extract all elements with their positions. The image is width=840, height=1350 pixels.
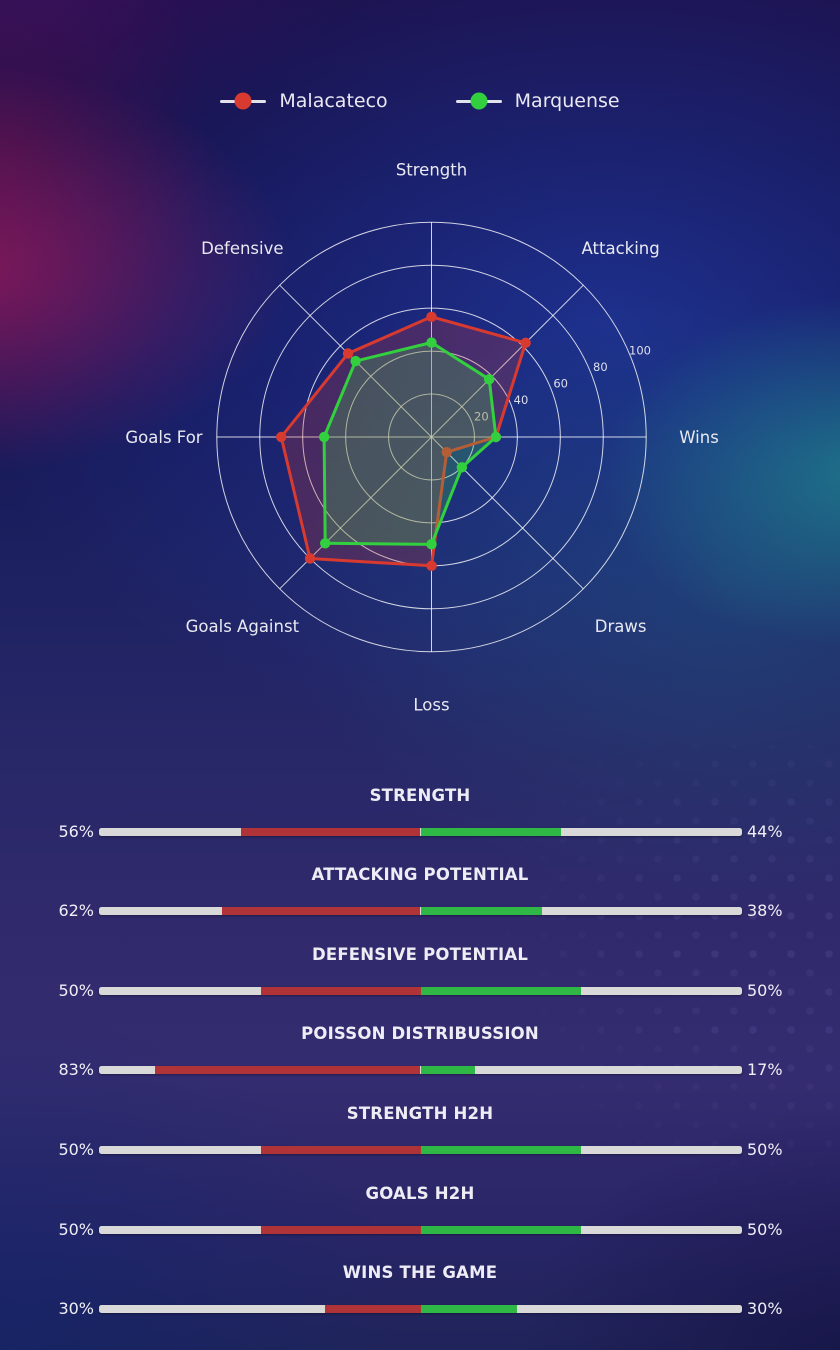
stat-right-value: 38% — [747, 901, 783, 921]
stat-right-value: 17% — [747, 1060, 783, 1080]
stat-away-segment — [420, 1145, 581, 1154]
stat-left-value: 62% — [58, 901, 94, 921]
chart-legend: Malacateco Marquense — [0, 84, 840, 118]
legend-dot-away-icon — [470, 92, 488, 110]
stat-away-segment — [420, 1305, 517, 1314]
stat-left-value: 56% — [58, 821, 94, 841]
stat-left-value: 50% — [58, 1139, 94, 1159]
stat-title: ATTACKING POTENTIAL — [311, 865, 529, 885]
radar-chart: 20 40 60 80 100 Strength Attacking Wins Draws Los… — [125, 161, 719, 715]
legend-label-away: Marquense — [514, 90, 620, 112]
svg-text:Goals For: Goals For — [125, 428, 202, 447]
stat-right-value: 50% — [747, 1219, 783, 1239]
stat-title: WINS THE GAME — [342, 1263, 498, 1283]
legend-item-away: Marquense — [455, 90, 620, 112]
svg-text:Loss: Loss — [413, 696, 449, 715]
legend-item-home: Malacateco — [220, 90, 388, 112]
stat-row: STRENGTH H2H 50% 50% — [0, 1103, 840, 1183]
stat-track — [99, 827, 742, 836]
stat-home-segment — [260, 1145, 421, 1154]
legend-line-away-icon — [455, 92, 502, 110]
svg-text:Defensive: Defensive — [201, 239, 283, 258]
svg-text:Attacking: Attacking — [582, 239, 660, 258]
stat-row: DEFENSIVE POTENTIAL 50% 50% — [0, 944, 840, 1024]
stat-row: POISSON DISTRIBUSSION 83% 17% — [0, 1023, 840, 1103]
stat-track — [99, 986, 742, 995]
stat-row: ATTACKING POTENTIAL 62% 38% — [0, 864, 840, 944]
svg-text:Strength: Strength — [396, 161, 467, 180]
stat-away-segment — [420, 986, 581, 995]
stat-track — [99, 1305, 742, 1314]
stat-home-segment — [222, 907, 421, 916]
svg-text:Goals Against: Goals Against — [186, 617, 300, 636]
stat-home-segment — [154, 1066, 421, 1075]
svg-text:40: 40 — [514, 393, 529, 407]
stat-left-value: 30% — [58, 1299, 94, 1319]
stat-title: DEFENSIVE POTENTIAL — [311, 944, 529, 964]
svg-text:Wins: Wins — [679, 428, 719, 447]
stat-title: GOALS H2H — [365, 1183, 475, 1203]
legend-label-home: Malacateco — [279, 90, 388, 112]
stat-title: STRENGTH H2H — [346, 1103, 494, 1123]
stat-left-value: 50% — [58, 980, 94, 1000]
stat-right-value: 50% — [747, 1139, 783, 1159]
stat-away-segment — [420, 1225, 581, 1234]
stat-home-segment — [241, 827, 421, 836]
svg-text:60: 60 — [553, 376, 568, 390]
stat-track — [99, 907, 742, 916]
stat-track — [99, 1225, 742, 1234]
stat-track — [99, 1066, 742, 1075]
legend-dot-home-icon — [234, 92, 252, 110]
stat-title: POISSON DISTRIBUSSION — [301, 1024, 539, 1044]
stat-row: STRENGTH 56% 44% — [0, 785, 840, 865]
stat-left-value: 83% — [58, 1060, 94, 1080]
svg-text:80: 80 — [593, 360, 608, 374]
stat-title: STRENGTH — [369, 785, 471, 805]
legend-line-home-icon — [220, 92, 267, 110]
stat-row: WINS THE GAME 30% 30% — [0, 1262, 840, 1342]
stat-home-segment — [260, 1225, 421, 1234]
dot-pattern — [430, 745, 840, 1185]
stat-right-value: 30% — [747, 1299, 783, 1319]
stat-away-segment — [420, 1066, 475, 1075]
svg-text:20: 20 — [474, 409, 489, 423]
svg-text:100: 100 — [629, 344, 651, 358]
stat-right-value: 44% — [747, 821, 783, 841]
stat-right-value: 50% — [747, 980, 783, 1000]
svg-text:Draws: Draws — [595, 617, 647, 636]
stat-home-segment — [324, 1305, 421, 1314]
stat-away-segment — [420, 827, 562, 836]
stat-home-segment — [260, 986, 421, 995]
stat-left-value: 50% — [58, 1219, 94, 1239]
stat-away-segment — [420, 907, 543, 916]
stat-track — [99, 1145, 742, 1154]
stat-row: GOALS H2H 50% 50% — [0, 1183, 840, 1263]
